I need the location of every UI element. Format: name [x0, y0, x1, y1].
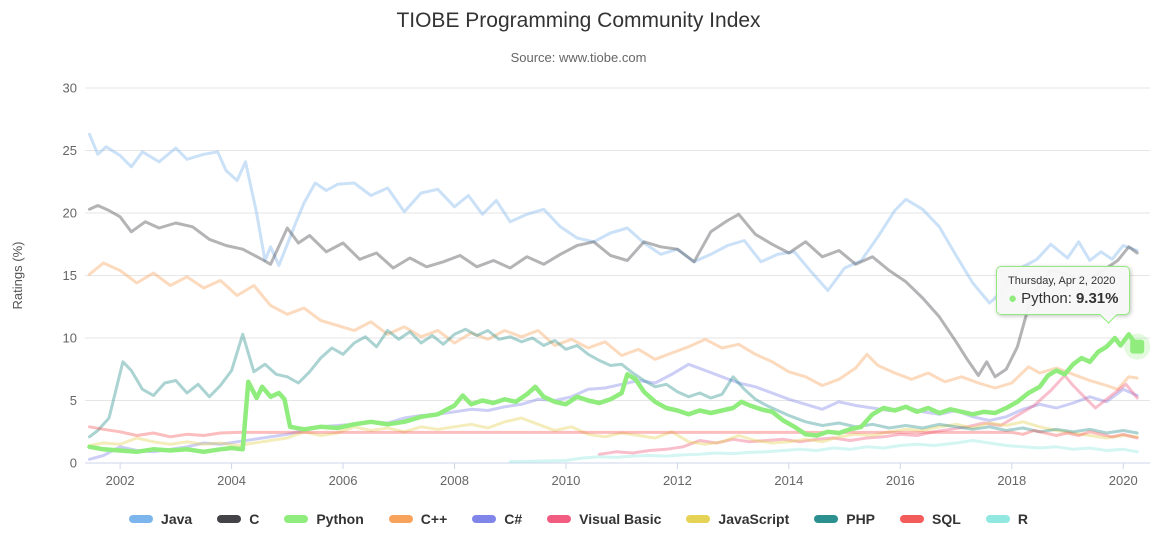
x-tick-label-2014: 2014	[774, 473, 803, 488]
legend-item-sql[interactable]: SQL	[900, 511, 961, 527]
tooltip: Thursday, Apr 2, 2020 ● Python: 9.31%	[996, 266, 1131, 324]
y-tick-label-10: 10	[63, 331, 77, 346]
series-line-c[interactable]	[88, 204, 1139, 379]
series-line-c-plus-plus[interactable]	[88, 261, 1139, 391]
tooltip-series-bullet-icon: ●	[1008, 290, 1018, 307]
legend-item-c-sharp[interactable]: C#	[472, 511, 522, 527]
y-tick-label-15: 15	[63, 268, 77, 283]
legend-item-java[interactable]: Java	[129, 511, 192, 527]
x-tick-label-2016: 2016	[886, 473, 915, 488]
y-tick-label-5: 5	[70, 393, 77, 408]
x-tick-label-2012: 2012	[663, 473, 692, 488]
y-axis-title: Ratings (%)	[10, 242, 25, 310]
series-line-javascript[interactable]	[88, 416, 1139, 447]
legend-swatch-c-plus-plus	[388, 515, 413, 523]
legend-swatch-java	[129, 515, 154, 523]
x-tick-label-2006: 2006	[329, 473, 358, 488]
series-line-r[interactable]	[508, 439, 1139, 464]
legend-label-java: Java	[161, 511, 193, 527]
legend-label-c-plus-plus: C++	[420, 511, 448, 527]
legend-label-php: PHP	[846, 511, 876, 527]
series-line-python[interactable]	[87, 332, 1140, 455]
legend-swatch-php	[814, 515, 839, 523]
legend-item-r[interactable]: R	[985, 511, 1028, 527]
tooltip-series-label: Python:	[1021, 290, 1072, 307]
y-tick-label-25: 25	[63, 143, 77, 158]
legend-item-c-plus-plus[interactable]: C++	[388, 511, 448, 527]
legend-swatch-python	[284, 515, 309, 523]
series-line-java[interactable]	[88, 132, 1139, 305]
legend-label-sql: SQL	[932, 511, 961, 527]
y-tick-label-20: 20	[63, 206, 77, 221]
legend-label-r: R	[1017, 511, 1028, 527]
legend-swatch-c-sharp	[472, 515, 497, 523]
tooltip-series-value: 9.31%	[1075, 290, 1119, 307]
tooltip-date: Thursday, Apr 2, 2020	[1008, 275, 1116, 287]
legend-item-visual-basic[interactable]: Visual Basic	[547, 511, 661, 527]
tooltip-series-row: ● Python: 9.31%	[1008, 290, 1118, 307]
chart-title: TIOBE Programming Community Index	[396, 9, 761, 32]
legend-swatch-sql	[900, 515, 925, 523]
legend-item-c[interactable]: C	[217, 511, 259, 527]
legend-swatch-r	[985, 515, 1010, 523]
legend-label-c: C	[249, 511, 260, 527]
x-tick-label-2004: 2004	[217, 473, 246, 488]
legend-label-javascript: JavaScript	[718, 511, 790, 527]
legend-label-python: Python	[316, 511, 364, 527]
series-line-visual-basic[interactable]	[597, 374, 1139, 456]
legend-item-python[interactable]: Python	[284, 511, 364, 527]
x-tick-label-2002: 2002	[106, 473, 135, 488]
legend-swatch-javascript	[686, 515, 711, 523]
x-tick-label-2018: 2018	[997, 473, 1026, 488]
legend-swatch-c	[217, 515, 242, 523]
x-tick-label-2010: 2010	[551, 473, 580, 488]
legend-item-php[interactable]: PHP	[814, 511, 875, 527]
series-line-php[interactable]	[88, 327, 1139, 439]
y-tick-label-30: 30	[63, 81, 77, 96]
y-tick-label-0: 0	[70, 456, 77, 471]
chart-canvas[interactable]: 0 5 10 15 20 25 30 2002 2004 2006 2008 2010 2012 2014…	[0, 0, 1157, 505]
chart-subtitle: Source: www.tiobe.com	[510, 50, 647, 65]
legend-label-c-sharp: C#	[504, 511, 523, 527]
x-tick-label-2008: 2008	[440, 473, 469, 488]
legend-label-visual-basic: Visual Basic	[579, 511, 662, 527]
legend: Java C Python C++ C# Visual Basic JavaScript PH…	[0, 511, 1157, 527]
legend-swatch-visual-basic	[547, 515, 572, 523]
end-marker-square[interactable]	[1130, 339, 1145, 354]
x-tick-label-2020: 2020	[1109, 473, 1138, 488]
legend-item-javascript[interactable]: JavaScript	[686, 511, 789, 527]
series-line-sql[interactable]	[88, 425, 1139, 440]
